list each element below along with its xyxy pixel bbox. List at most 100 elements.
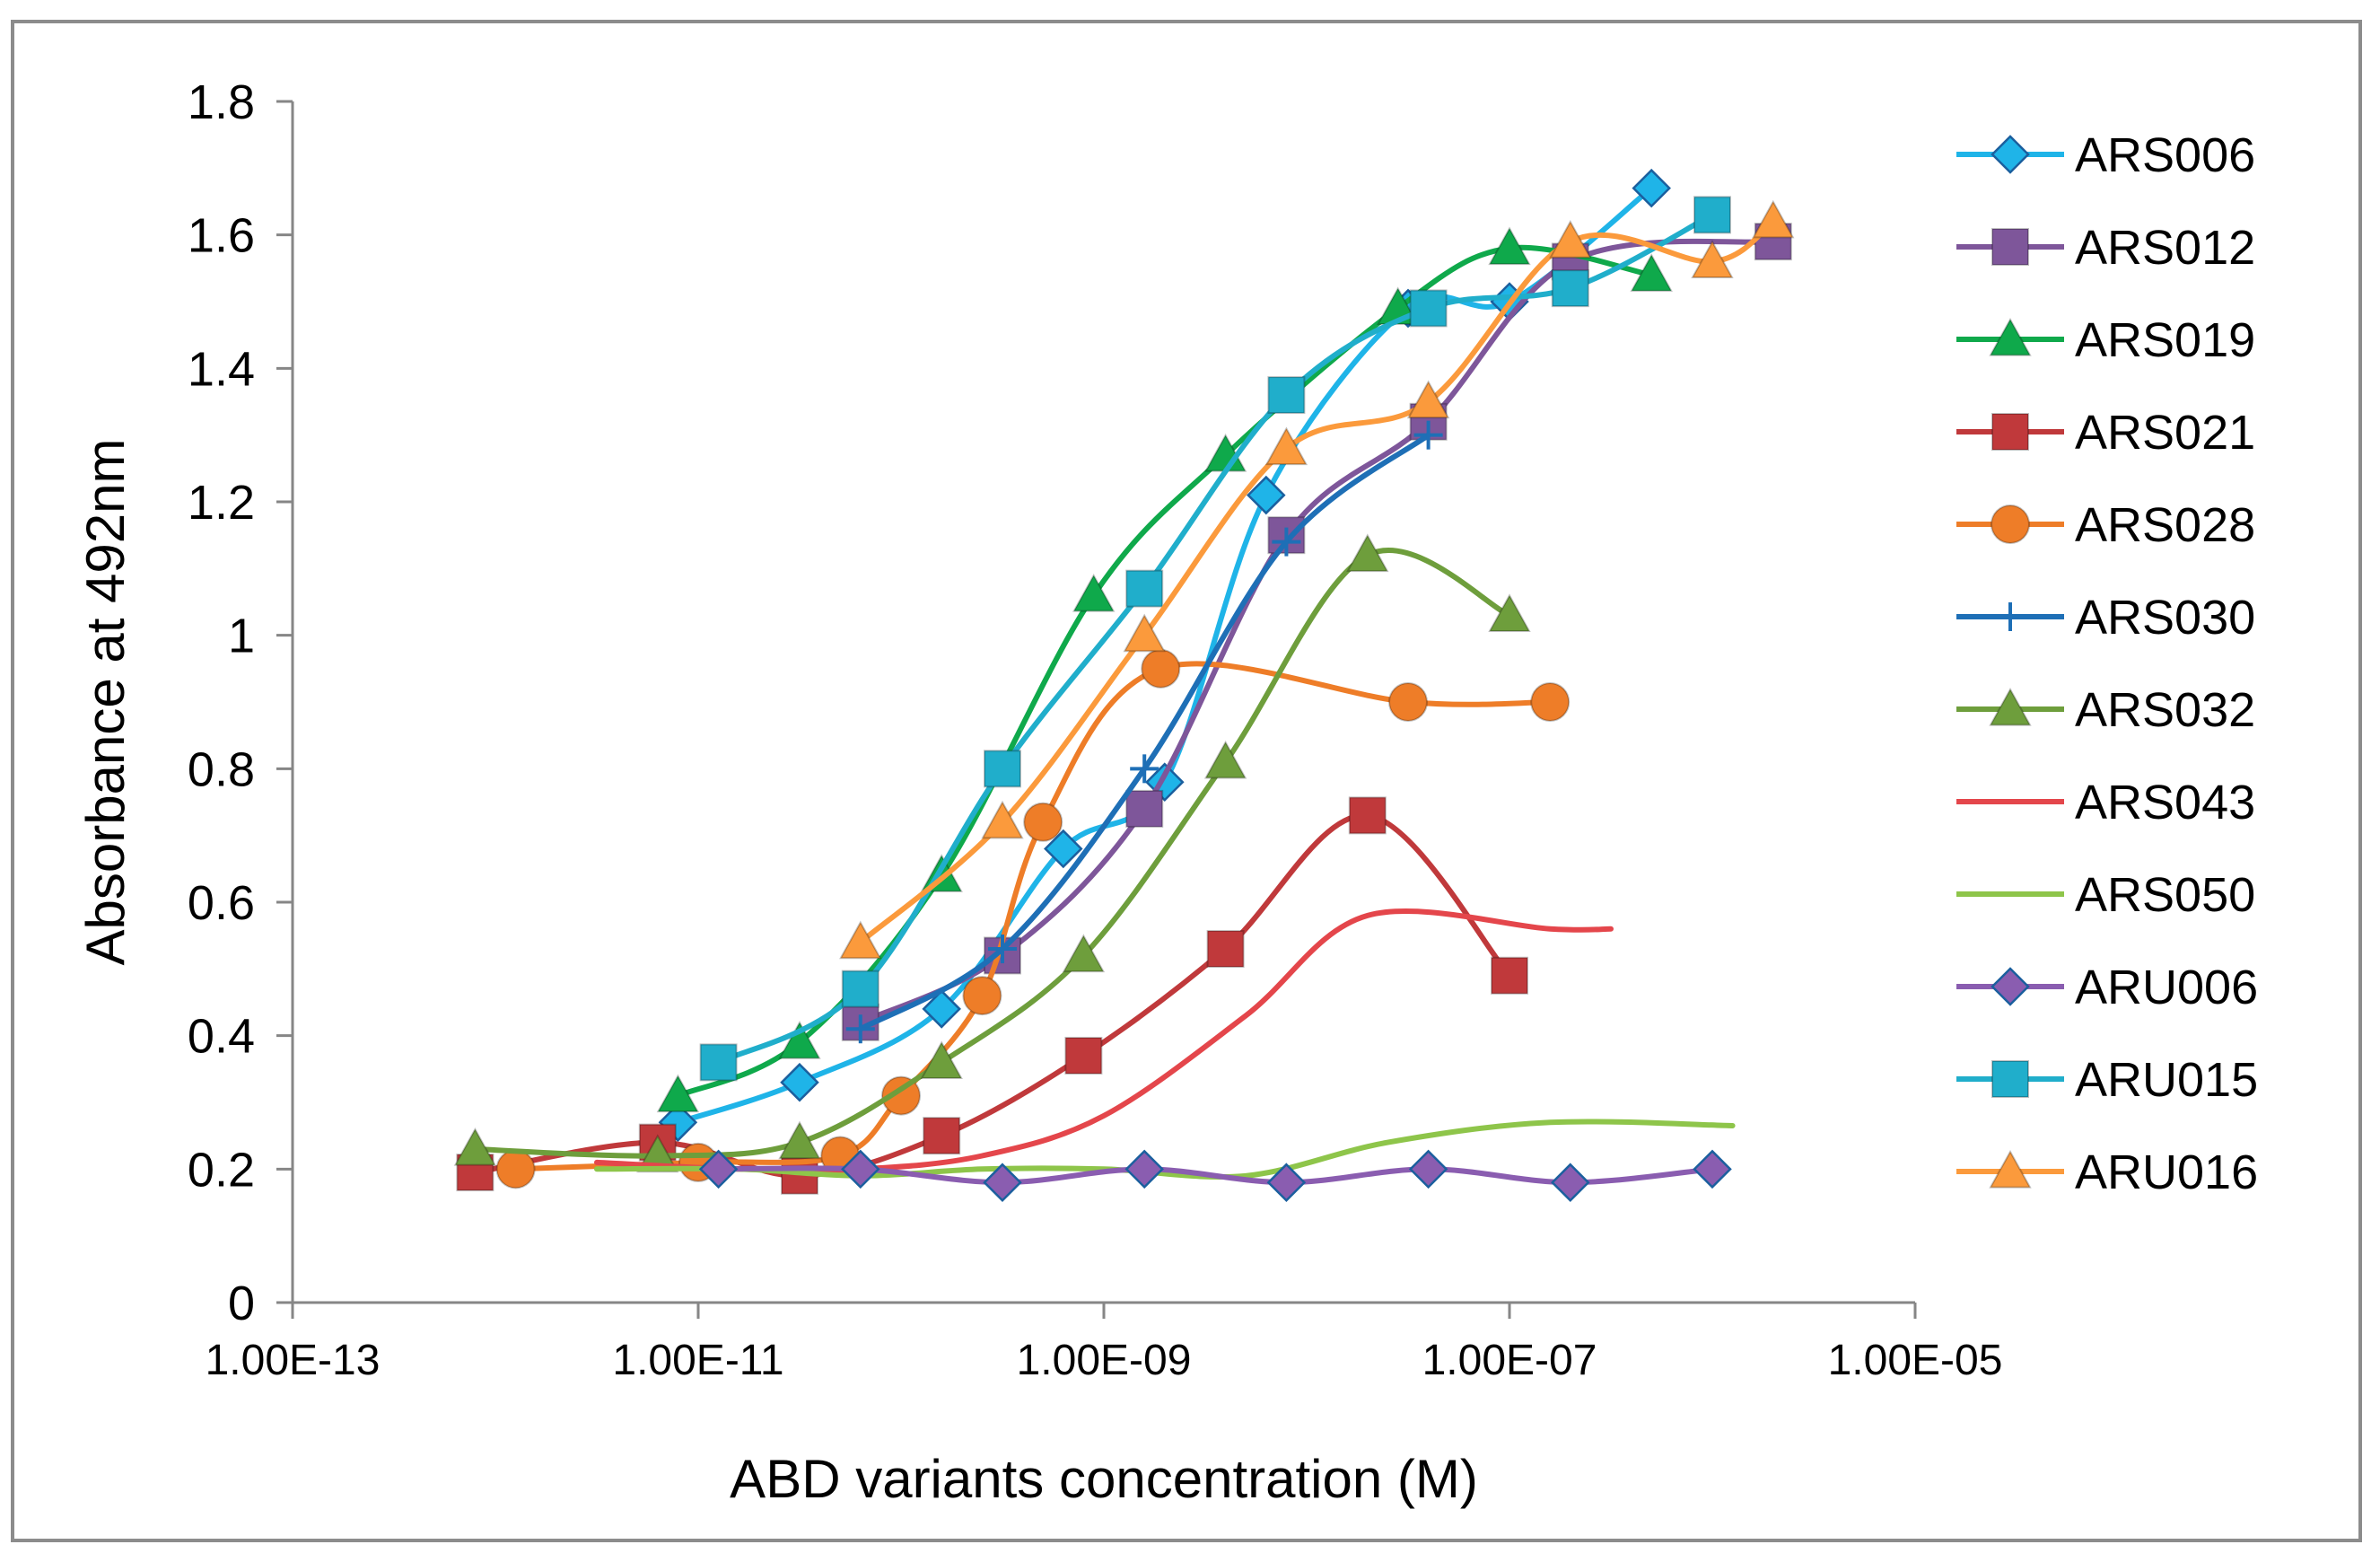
series-ars019-point [1630, 253, 1673, 292]
legend-ars030-label: ARS030 [2075, 591, 2255, 645]
legend-ars028-label: ARS028 [2075, 498, 2255, 552]
legend-ars050-label: ARS050 [2075, 868, 2255, 922]
series-aru016-point [981, 800, 1024, 839]
series-ars032-line [472, 548, 1512, 1159]
series-ars021-point [1064, 1036, 1103, 1075]
series-ars032-point [1488, 593, 1531, 632]
series-aru016-line [857, 218, 1776, 945]
series-ars030-point [988, 935, 1017, 964]
legend-ars021-swatch-point [1991, 413, 2029, 451]
series-aru016-point [1691, 240, 1734, 278]
legend-ars043: ARS043 [1956, 776, 2255, 829]
legend-aru006-swatch-point [1991, 967, 2030, 1006]
legend-aru016-swatch-point [1989, 1149, 2032, 1189]
series-ars019-point [1072, 574, 1116, 612]
legend-ars012-label: ARS012 [2075, 221, 2255, 275]
series-aru015-point [984, 750, 1021, 788]
series-aru015-point [699, 1043, 738, 1082]
series-aru016-point [1264, 426, 1308, 466]
series-ars030-point [1413, 420, 1443, 450]
series-ars030-point [1272, 527, 1301, 557]
y-tick-label: 1 [228, 610, 255, 663]
series-ars032-point [1062, 934, 1106, 973]
series-aru015-point [841, 970, 879, 1008]
series-aru016-point [1549, 220, 1592, 259]
series-ars019-point [778, 1021, 821, 1059]
series-ars021-point [1491, 956, 1528, 995]
legend-ars030: ARS030 [1956, 591, 2255, 645]
series-ars028-point [1530, 682, 1571, 722]
series-aru006 [698, 1149, 1732, 1202]
series-ars028-point [1388, 682, 1428, 722]
series-ars006-point [1632, 168, 1671, 208]
series-ars028-point [881, 1075, 921, 1116]
legend-ars012: ARS012 [1956, 221, 2255, 275]
series-ars021 [456, 796, 1528, 1195]
series-ars019-point [920, 854, 963, 892]
series-ars028-point [1023, 802, 1063, 842]
legend-aru015-swatch-point [1991, 1060, 2029, 1098]
series-aru015-point [1409, 289, 1448, 328]
y-axis-title: Absorbance at 492nm [75, 438, 136, 965]
legend-ars043-label: ARS043 [2075, 776, 2255, 829]
series-aru015-point [1267, 376, 1306, 415]
series-layer [453, 168, 1795, 1202]
x-tick-label: 1.00E-05 [1828, 1337, 2003, 1384]
y-tick-label: 0.8 [188, 742, 255, 796]
series-ars006-point [1247, 475, 1286, 515]
series-aru015-point [1693, 196, 1731, 234]
y-tick-label: 1.4 [188, 342, 255, 396]
series-ars032-point [778, 1120, 821, 1160]
chart-frame [11, 20, 2362, 1542]
series-aru015-point [1125, 569, 1164, 608]
series-ars021-point [1348, 796, 1387, 835]
series-aru006-point [983, 1163, 1022, 1202]
series-ars006-point [780, 1062, 819, 1102]
series-ars032-point [920, 1040, 963, 1079]
legend: ARS006 ARS012 ARS019 ARS021 ARS028 ARS030 ARS0… [1956, 128, 2258, 1199]
series-ars028-point [1141, 648, 1181, 689]
series-ars030-point [1130, 754, 1159, 784]
series-ars028 [495, 648, 1571, 1189]
x-tick-label: 1.00E-07 [1422, 1337, 1597, 1384]
y-ticks: 0 0.2 0.4 0.6 0.8 1 1.2 1.4 1.6 1.8 [188, 75, 293, 1330]
series-aru006-point [1693, 1149, 1732, 1189]
series-aru016-point [1752, 199, 1795, 239]
series-ars028-point [495, 1149, 536, 1189]
series-aru006-point [1124, 1149, 1164, 1189]
series-aru006-point [1266, 1163, 1307, 1202]
legend-ars030-swatch-point [1996, 602, 2025, 631]
legend-aru016: ARU016 [1956, 1145, 2258, 1199]
series-ars030-point [845, 1014, 875, 1044]
y-tick-label: 1.8 [188, 75, 255, 129]
y-tick-label: 1.2 [188, 476, 255, 530]
legend-ars019-swatch-point [1989, 317, 2032, 356]
legend-ars021-label: ARS021 [2075, 406, 2255, 460]
legend-ars012-swatch-point [1991, 228, 2029, 266]
legend-aru016-label: ARU016 [2075, 1145, 2258, 1199]
series-ars006-point [1044, 829, 1083, 869]
x-tick-label: 1.00E-13 [206, 1337, 381, 1384]
y-tick-label: 0.6 [188, 876, 255, 930]
series-aru016-point [839, 920, 882, 960]
legend-ars006-swatch-point [1991, 135, 2030, 174]
series-ars006-point [922, 989, 961, 1029]
series-ars012 [841, 223, 1792, 1041]
series-ars021-point [923, 1117, 961, 1155]
legend-ars006-label: ARS006 [2075, 128, 2255, 182]
series-aru006-point [841, 1149, 880, 1189]
legend-aru015-label: ARU015 [2075, 1053, 2258, 1107]
y-tick-label: 0.4 [188, 1010, 255, 1064]
y-tick-label: 1.6 [188, 209, 255, 263]
series-aru015-point [1551, 269, 1589, 308]
series-ars032-point [1346, 533, 1389, 573]
legend-aru015: ARU015 [1956, 1053, 2258, 1107]
legend-ars028-swatch-point [1991, 505, 2030, 544]
x-axis-title: ABD variants concentration (M) [730, 1449, 1478, 1509]
x-tick-label: 1.00E-11 [612, 1337, 783, 1384]
series-aru015 [699, 196, 1731, 1082]
series-aru006-point [1408, 1149, 1448, 1189]
series-aru006-point [698, 1149, 739, 1189]
legend-ars032: ARS032 [1956, 683, 2255, 737]
